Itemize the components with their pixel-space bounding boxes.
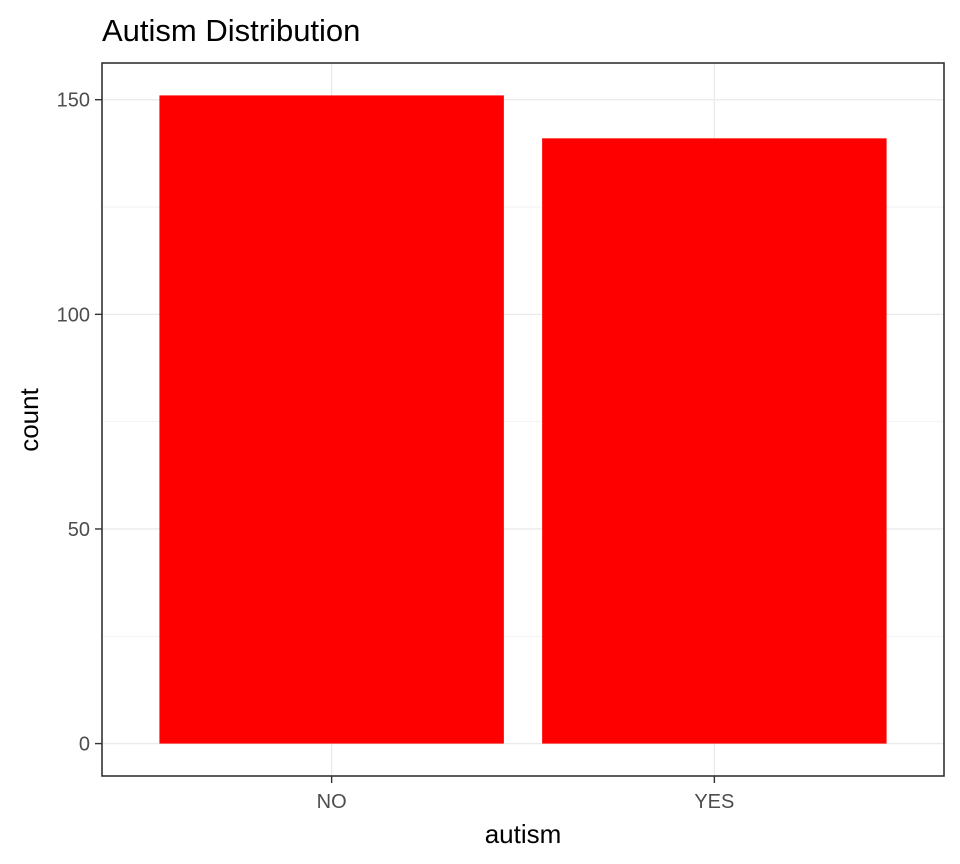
y-tick-label: 150 bbox=[57, 90, 90, 112]
bar-no bbox=[159, 95, 504, 744]
panel-border bbox=[101, 62, 945, 777]
plot-panel bbox=[101, 62, 945, 777]
y-tick-label: 50 bbox=[68, 519, 90, 541]
x-tick-label: NO bbox=[317, 791, 347, 813]
bars bbox=[159, 95, 887, 744]
chart-title: Autism Distribution bbox=[102, 13, 360, 48]
x-tick-label: YES bbox=[694, 791, 734, 813]
y-tick-label: 0 bbox=[79, 734, 90, 756]
y-tick-label: 100 bbox=[57, 304, 90, 326]
y-axis: 0 50 100 150 bbox=[57, 90, 102, 756]
x-axis-title: autism bbox=[485, 819, 562, 849]
x-axis: NO YES bbox=[317, 776, 734, 813]
y-axis-title: count bbox=[14, 387, 44, 451]
bar-yes bbox=[542, 138, 887, 744]
